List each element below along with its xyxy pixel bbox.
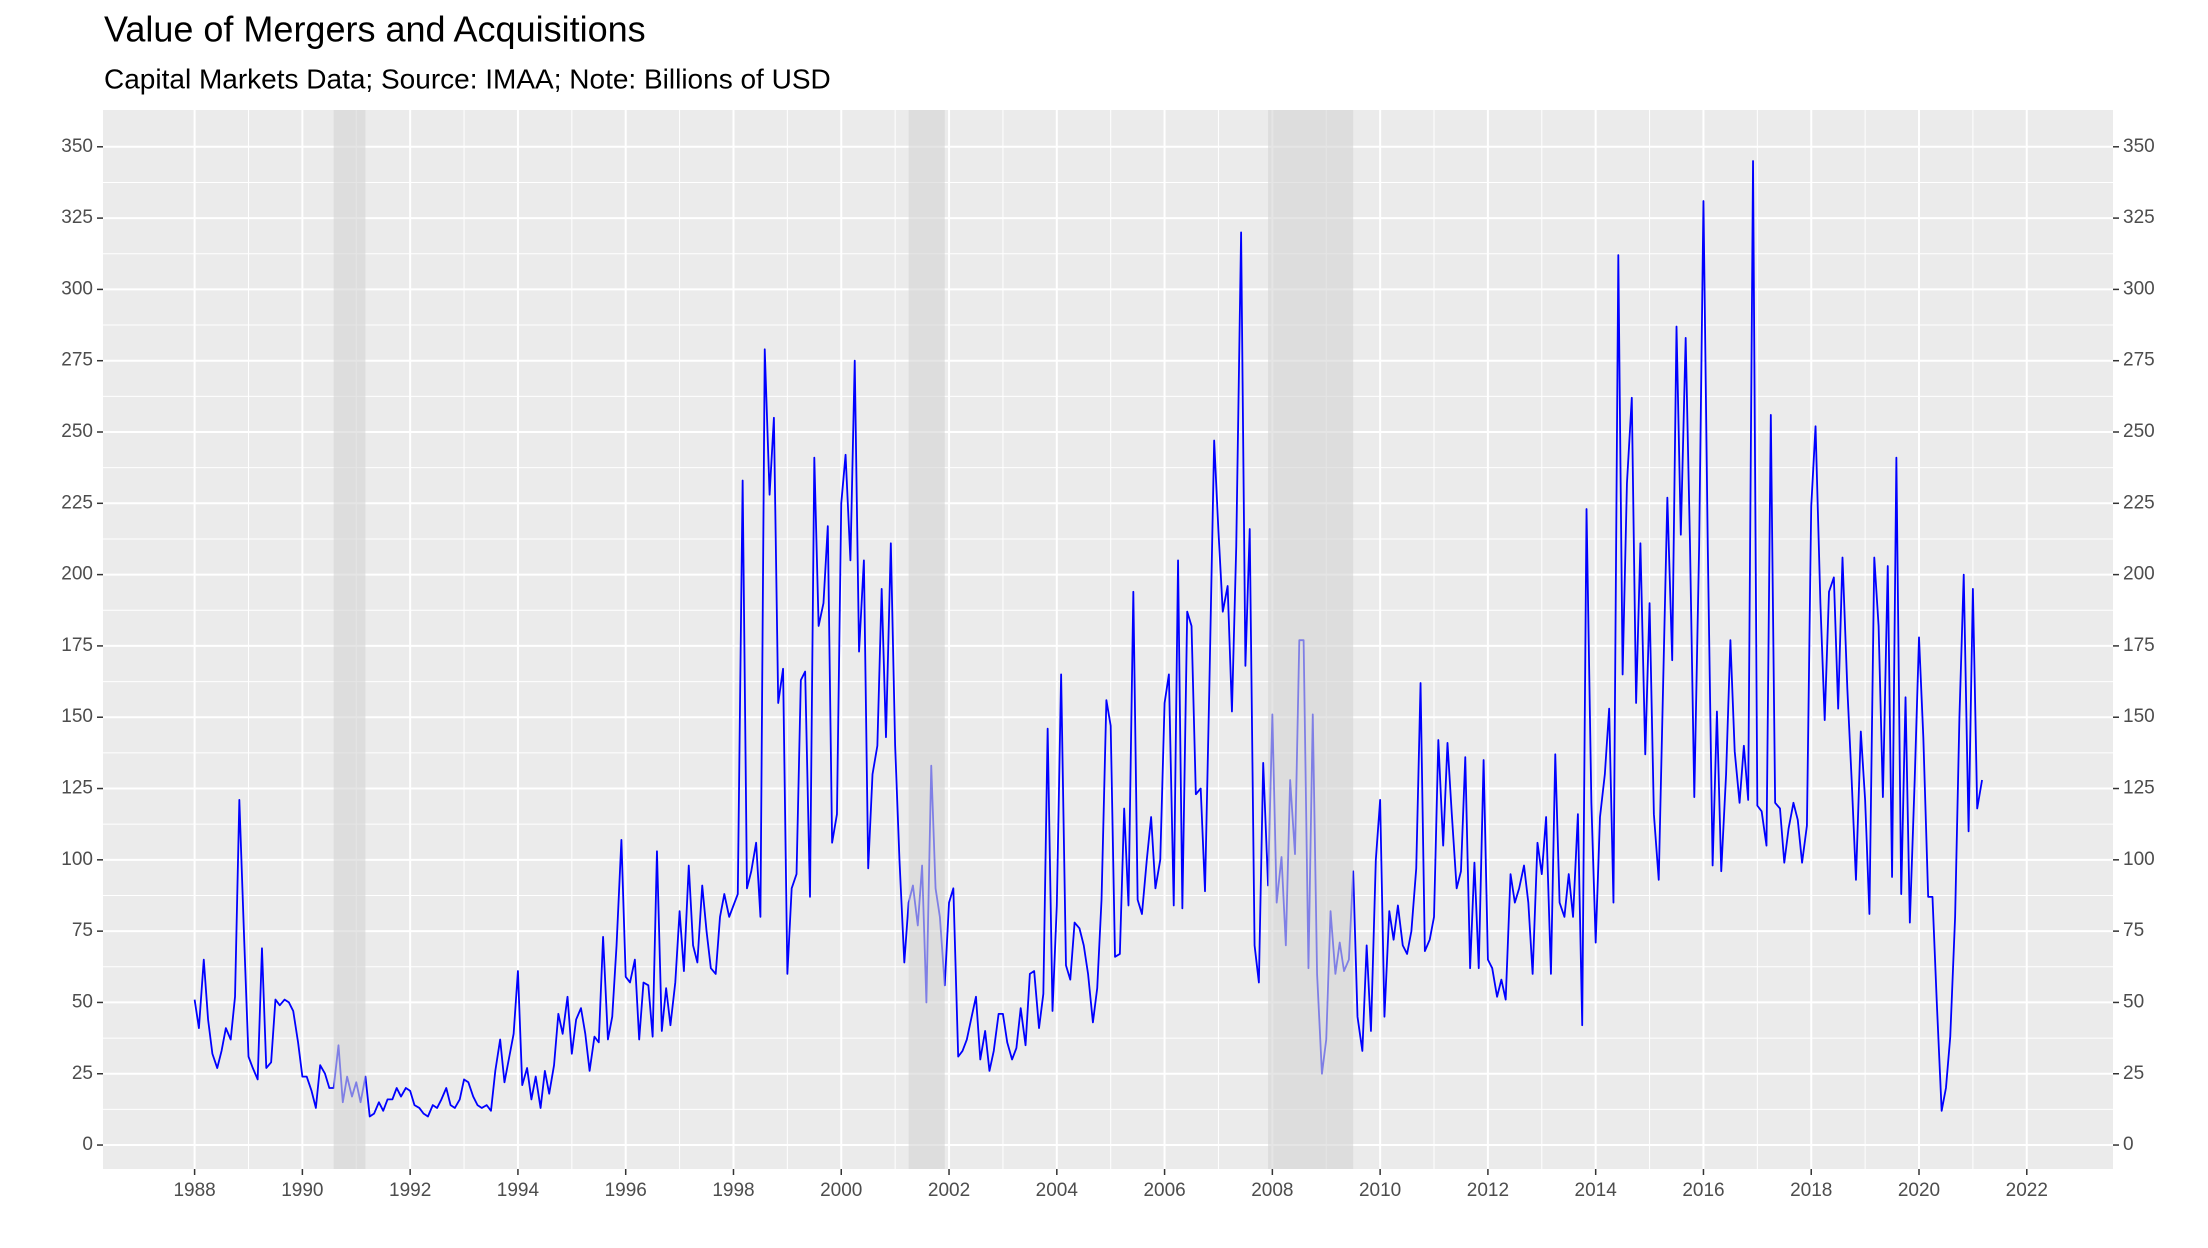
y-tick-label: 50 [2123,991,2144,1012]
x-tick-label: 2002 [928,1180,970,1201]
y-tick-label: 350 [61,136,93,157]
y-tick-label: 125 [61,778,93,799]
y-tick-label: 225 [2123,492,2155,513]
y-tick-label: 200 [61,564,93,585]
x-tick-label: 1988 [173,1180,215,1201]
x-tick-label: 2020 [1898,1180,1940,1201]
y-tick-label: 175 [61,635,93,656]
plot-panel [103,110,2113,1169]
y-tick-label: 75 [72,920,93,941]
x-tick-label: 2000 [820,1180,862,1201]
x-tick-label: 2008 [1251,1180,1293,1201]
chart-title: Value of Mergers and Acquisitions [104,9,646,50]
x-tick-label: 2014 [1575,1180,1618,1201]
y-tick-label: 0 [82,1134,93,1155]
y-tick-label: 200 [2123,564,2155,585]
y-tick-label: 150 [61,706,93,727]
y-tick-label: 25 [2123,1063,2144,1084]
x-tick-label: 1994 [497,1180,540,1201]
x-tick-label: 2004 [1036,1180,1079,1201]
y-tick-label: 325 [2123,207,2155,228]
y-tick-label: 250 [61,421,93,442]
x-tick-label: 1996 [605,1180,647,1201]
y-tick-label: 350 [2123,136,2155,157]
y-tick-label: 300 [2123,278,2155,299]
x-tick-label: 2006 [1143,1180,1185,1201]
y-tick-label: 0 [2123,1134,2134,1155]
y-tick-label: 275 [2123,350,2155,371]
x-tick-label: 2012 [1467,1180,1509,1201]
y-tick-label: 25 [72,1063,93,1084]
x-tick-label: 1990 [281,1180,323,1201]
chart-subtitle: Capital Markets Data; Source: IMAA; Note… [104,63,831,94]
y-tick-label: 150 [2123,706,2155,727]
recession-band [908,110,945,1169]
y-tick-label: 100 [2123,849,2155,870]
y-tick-label: 250 [2123,421,2155,442]
y-tick-label: 125 [2123,778,2155,799]
y-tick-label: 50 [72,991,93,1012]
x-tick-label: 1998 [712,1180,754,1201]
y-tick-label: 325 [61,207,93,228]
x-tick-label: 1992 [389,1180,431,1201]
y-tick-label: 75 [2123,920,2144,941]
x-tick-label: 2010 [1359,1180,1401,1201]
x-tick-label: 2016 [1682,1180,1724,1201]
x-tick-label: 2022 [2006,1180,2048,1201]
recession-band [333,110,366,1169]
recession-band [1268,110,1354,1169]
y-tick-label: 275 [61,350,93,371]
y-tick-label: 175 [2123,635,2155,656]
y-tick-label: 100 [61,849,93,870]
x-tick-label: 2018 [1790,1180,1832,1201]
y-tick-label: 300 [61,278,93,299]
data-line [193,160,1983,1118]
y-tick-label: 225 [61,492,93,513]
